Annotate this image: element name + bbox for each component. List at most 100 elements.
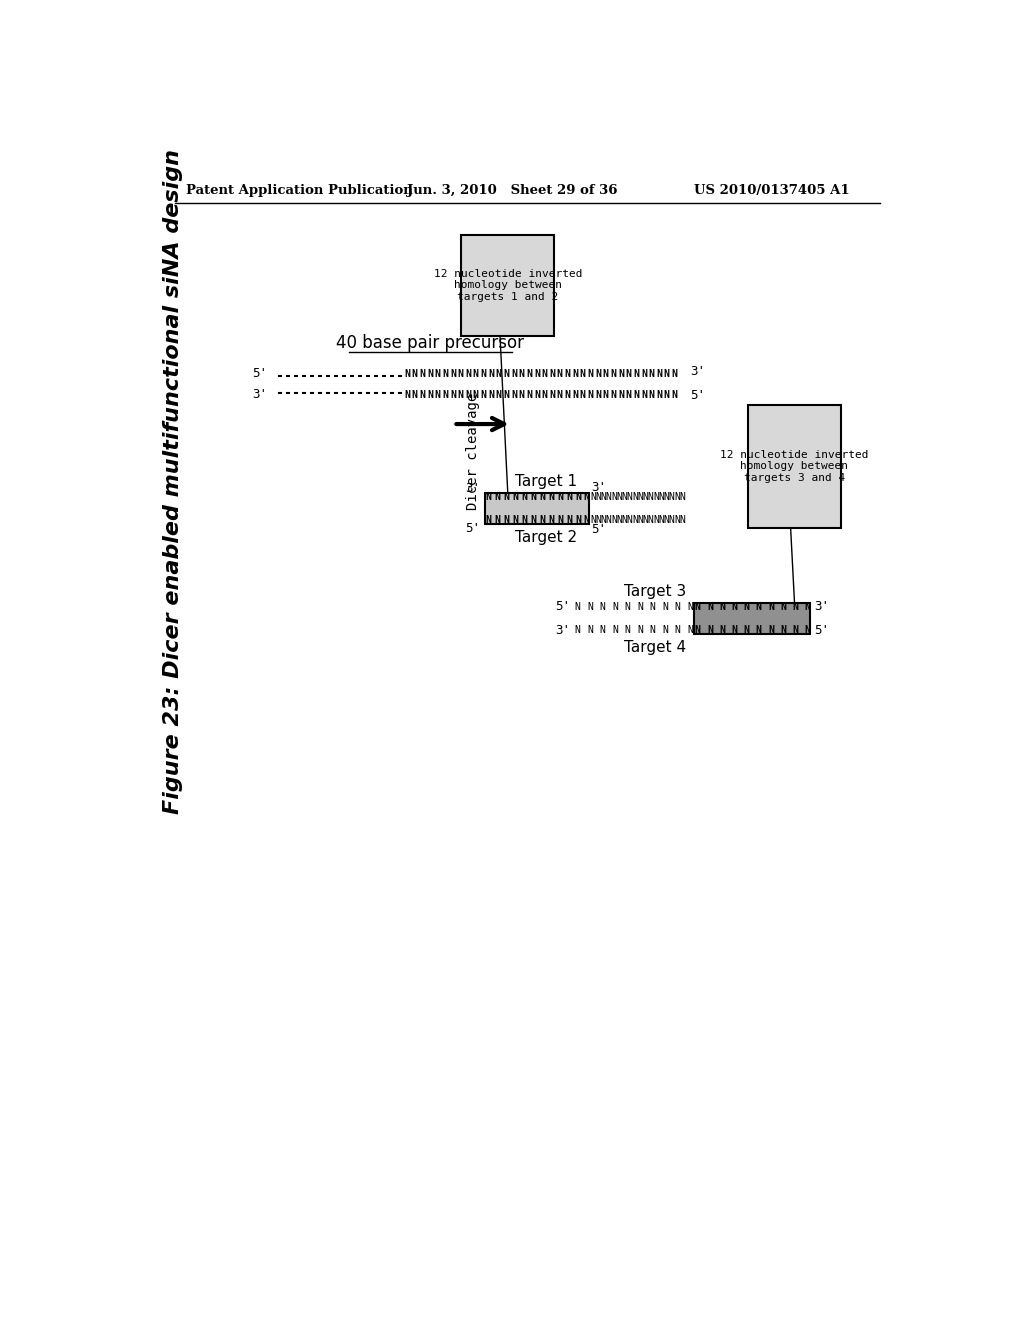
- Text: N: N: [662, 624, 668, 635]
- Text: Figure 23: Dicer enabled multifunctional siNA design: Figure 23: Dicer enabled multifunctional…: [163, 149, 183, 814]
- Text: N: N: [687, 624, 693, 635]
- Text: N: N: [599, 624, 605, 635]
- Text: N: N: [756, 624, 762, 635]
- Text: N: N: [637, 492, 643, 502]
- Text: 5': 5': [466, 521, 480, 535]
- Text: N: N: [534, 389, 540, 400]
- Text: N: N: [648, 515, 653, 524]
- Text: N: N: [548, 515, 554, 524]
- Text: N: N: [574, 492, 581, 502]
- Text: N: N: [564, 370, 570, 379]
- Text: N: N: [521, 515, 527, 524]
- Text: N: N: [488, 370, 494, 379]
- Text: N: N: [534, 370, 540, 379]
- Text: N: N: [672, 370, 677, 379]
- Text: N: N: [564, 389, 570, 400]
- Text: N: N: [580, 370, 586, 379]
- Text: N: N: [495, 492, 501, 502]
- Text: N: N: [442, 389, 449, 400]
- Text: N: N: [557, 370, 563, 379]
- Text: N: N: [473, 370, 478, 379]
- Text: N: N: [679, 492, 685, 502]
- Text: N: N: [542, 389, 548, 400]
- Text: N: N: [617, 370, 624, 379]
- Text: 3': 3': [555, 624, 569, 638]
- Text: N: N: [599, 602, 605, 612]
- Text: N: N: [780, 624, 786, 635]
- Bar: [693, 603, 810, 635]
- Text: N: N: [627, 492, 633, 502]
- Text: N: N: [504, 492, 509, 502]
- Text: N: N: [658, 492, 665, 502]
- Text: 5': 5': [690, 389, 705, 403]
- Text: N: N: [574, 624, 581, 635]
- Text: N: N: [611, 515, 616, 524]
- Text: N: N: [549, 389, 555, 400]
- Text: N: N: [572, 370, 578, 379]
- Text: N: N: [530, 492, 536, 502]
- Text: Target 4: Target 4: [624, 640, 686, 655]
- Text: N: N: [566, 492, 571, 502]
- Text: N: N: [595, 370, 601, 379]
- Text: N: N: [780, 602, 786, 612]
- Text: N: N: [420, 389, 425, 400]
- Text: N: N: [669, 515, 675, 524]
- Text: N: N: [412, 370, 418, 379]
- Text: N: N: [412, 389, 418, 400]
- Text: N: N: [648, 492, 653, 502]
- Text: N: N: [653, 492, 658, 502]
- Text: N: N: [572, 389, 578, 400]
- Text: N: N: [600, 492, 606, 502]
- Text: N: N: [584, 515, 590, 524]
- Text: N: N: [648, 370, 654, 379]
- Text: 3': 3': [253, 388, 267, 401]
- Bar: [461, 235, 554, 335]
- Text: N: N: [526, 389, 532, 400]
- Text: N: N: [805, 602, 811, 612]
- Text: N: N: [674, 492, 680, 502]
- Text: 12 nucleotide inverted
homology between
targets 3 and 4: 12 nucleotide inverted homology between …: [720, 450, 868, 483]
- Text: N: N: [442, 370, 449, 379]
- Text: N: N: [495, 515, 501, 524]
- Text: N: N: [768, 602, 774, 612]
- Text: Jun. 3, 2010   Sheet 29 of 36: Jun. 3, 2010 Sheet 29 of 36: [407, 185, 617, 197]
- Text: N: N: [504, 370, 509, 379]
- Text: N: N: [485, 492, 492, 502]
- Text: N: N: [488, 389, 494, 400]
- Text: N: N: [504, 389, 509, 400]
- Text: N: N: [805, 624, 811, 635]
- Text: N: N: [603, 389, 608, 400]
- Text: N: N: [626, 389, 632, 400]
- Text: N: N: [606, 515, 611, 524]
- Text: N: N: [557, 515, 563, 524]
- Text: N: N: [480, 370, 486, 379]
- Text: N: N: [496, 389, 502, 400]
- Text: N: N: [675, 624, 680, 635]
- Text: N: N: [511, 389, 517, 400]
- Text: N: N: [521, 492, 527, 502]
- Text: N: N: [756, 602, 762, 612]
- Text: N: N: [664, 515, 670, 524]
- Text: N: N: [612, 602, 617, 612]
- Text: N: N: [427, 389, 433, 400]
- Text: N: N: [518, 370, 524, 379]
- Text: Target 1: Target 1: [515, 474, 578, 490]
- Text: N: N: [584, 492, 590, 502]
- Text: N: N: [458, 389, 464, 400]
- Text: N: N: [731, 624, 737, 635]
- Text: N: N: [473, 389, 478, 400]
- Text: N: N: [637, 624, 643, 635]
- Text: N: N: [496, 370, 502, 379]
- Text: N: N: [610, 389, 616, 400]
- Text: N: N: [557, 492, 563, 502]
- Text: N: N: [548, 492, 554, 502]
- Text: N: N: [627, 515, 633, 524]
- Text: N: N: [504, 515, 509, 524]
- Text: 5': 5': [555, 601, 569, 612]
- Text: N: N: [518, 389, 524, 400]
- Text: N: N: [625, 602, 631, 612]
- Text: 3': 3': [814, 601, 828, 612]
- Text: N: N: [633, 370, 639, 379]
- Text: N: N: [512, 515, 518, 524]
- Text: Dicer cleavage: Dicer cleavage: [466, 392, 480, 510]
